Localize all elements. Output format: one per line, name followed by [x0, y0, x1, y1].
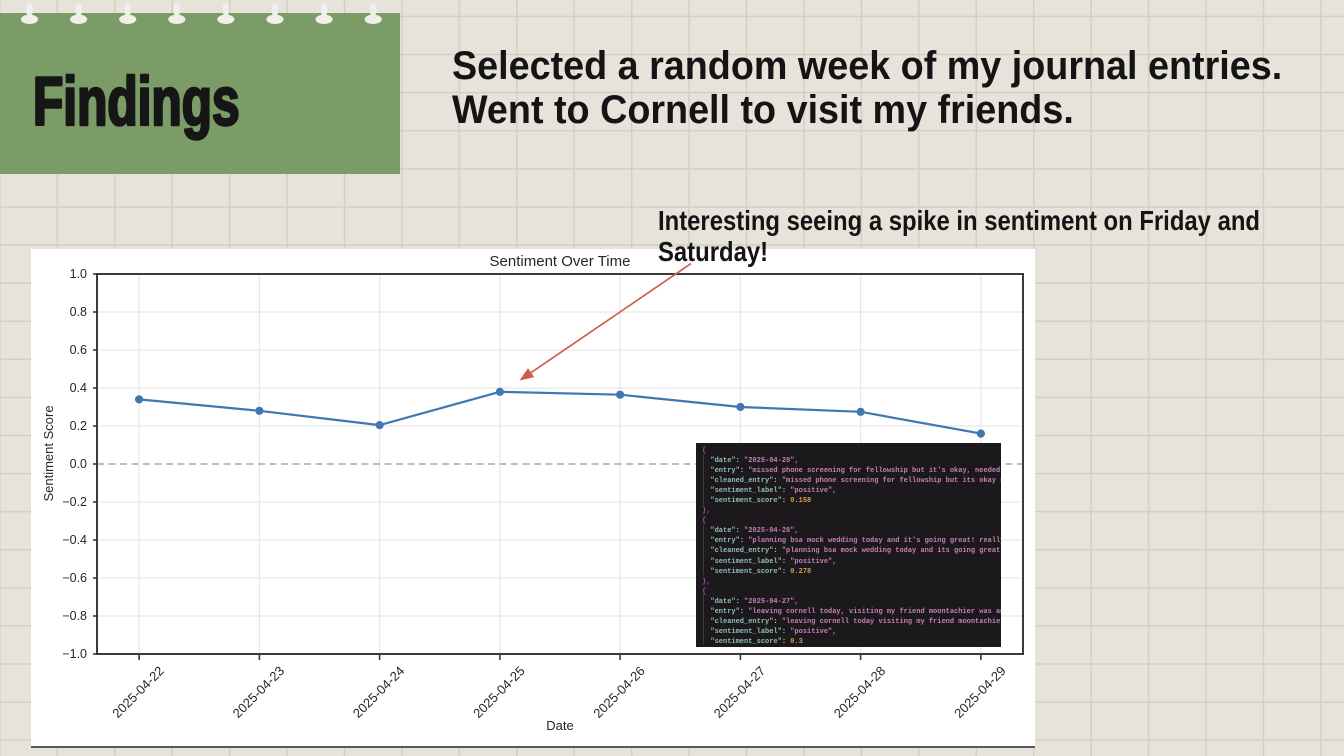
svg-text:2025-04-23: 2025-04-23: [230, 663, 288, 721]
svg-text:−0.8: −0.8: [62, 609, 87, 623]
svg-text:−0.4: −0.4: [62, 533, 87, 547]
svg-text:0.4: 0.4: [70, 381, 87, 395]
svg-text:2025-04-22: 2025-04-22: [109, 663, 167, 721]
svg-text:−0.2: −0.2: [62, 495, 87, 509]
svg-text:2025-04-27: 2025-04-27: [711, 663, 769, 721]
svg-text:Date: Date: [546, 718, 573, 733]
svg-text:0.6: 0.6: [70, 343, 87, 357]
svg-text:1.0: 1.0: [70, 267, 87, 281]
svg-text:2025-04-26: 2025-04-26: [590, 663, 648, 721]
svg-text:2025-04-28: 2025-04-28: [831, 663, 889, 721]
svg-text:2025-04-24: 2025-04-24: [350, 663, 408, 721]
svg-text:−0.6: −0.6: [62, 571, 87, 585]
svg-text:2025-04-25: 2025-04-25: [470, 663, 528, 721]
svg-text:2025-04-29: 2025-04-29: [951, 663, 1009, 721]
svg-text:−1.0: −1.0: [62, 647, 87, 661]
svg-text:0.8: 0.8: [70, 305, 87, 319]
svg-text:0.0: 0.0: [70, 457, 87, 471]
svg-text:0.2: 0.2: [70, 419, 87, 433]
svg-text:Sentiment Over Time: Sentiment Over Time: [490, 253, 631, 270]
svg-text:Sentiment Score: Sentiment Score: [41, 405, 56, 501]
